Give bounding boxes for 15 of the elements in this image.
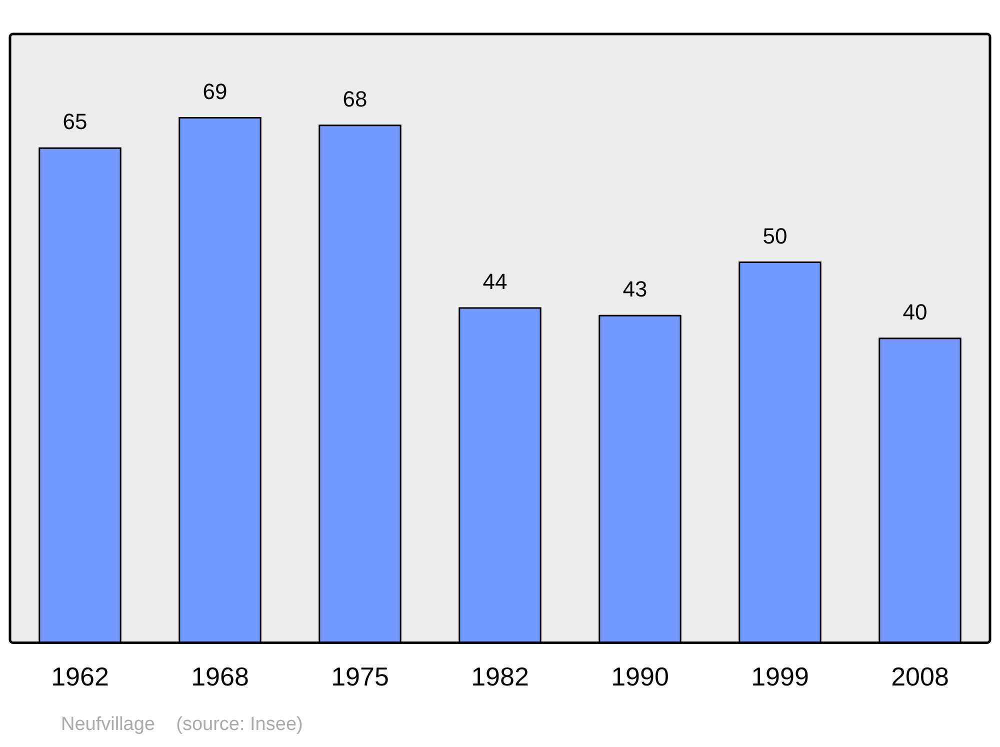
text: Neufvillage (source: Insee)	[61, 714, 304, 736]
data-label: 65	[62, 109, 88, 134]
data-label: 44	[482, 269, 508, 294]
data-label: 50	[762, 223, 788, 248]
x-tick-label: 1982	[471, 662, 529, 692]
x-tick-label: 1975	[331, 662, 389, 692]
data-label: 69	[202, 78, 228, 104]
x-tick-label: 1968	[191, 662, 249, 692]
x-tick-label: 1999	[751, 662, 809, 692]
x-tick-label: 2008	[891, 662, 949, 692]
data-label: 43	[622, 276, 648, 302]
data-label: 40	[902, 299, 928, 324]
x-tick-label: 1990	[611, 662, 669, 692]
data-label: 68	[342, 86, 368, 112]
x-tick-label: 1962	[51, 662, 109, 692]
